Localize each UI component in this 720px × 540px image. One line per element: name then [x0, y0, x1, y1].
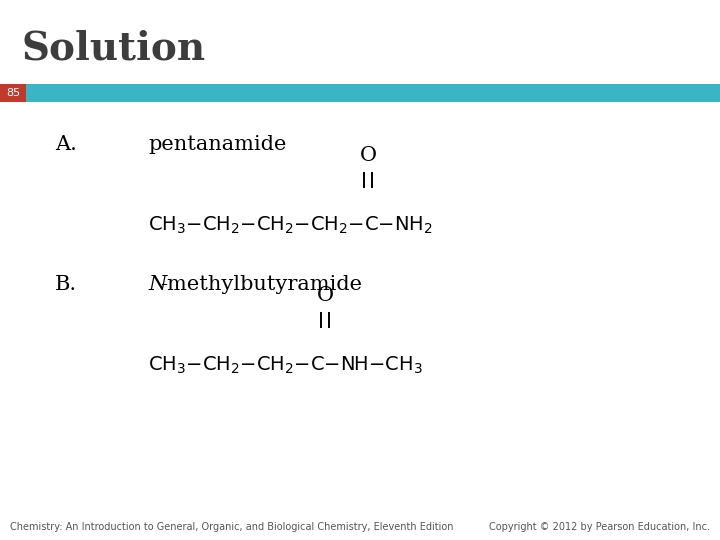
Text: 85: 85	[6, 88, 20, 98]
Text: O: O	[317, 286, 333, 305]
Text: Copyright © 2012 by Pearson Education, Inc.: Copyright © 2012 by Pearson Education, I…	[489, 522, 710, 532]
Text: O: O	[359, 146, 377, 165]
Text: $\mathrm{CH_3{-}CH_2{-}CH_2{-}CH_2{-}C{-}NH_2}$: $\mathrm{CH_3{-}CH_2{-}CH_2{-}CH_2{-}C{-…	[148, 215, 433, 237]
Text: $\mathrm{CH_3{-}CH_2{-}CH_2{-}C{-}NH{-}CH_3}$: $\mathrm{CH_3{-}CH_2{-}CH_2{-}C{-}NH{-}C…	[148, 355, 423, 376]
Text: N: N	[148, 275, 166, 294]
Text: Chemistry: An Introduction to General, Organic, and Biological Chemistry, Eleven: Chemistry: An Introduction to General, O…	[10, 522, 454, 532]
Text: A.: A.	[55, 135, 77, 154]
Text: Solution: Solution	[22, 30, 206, 68]
Text: pentanamide: pentanamide	[148, 135, 287, 154]
Text: -methylbutyramide: -methylbutyramide	[160, 275, 362, 294]
Bar	[0, 84, 26, 102]
Bar	[0, 84, 720, 102]
Text: B.: B.	[55, 275, 77, 294]
